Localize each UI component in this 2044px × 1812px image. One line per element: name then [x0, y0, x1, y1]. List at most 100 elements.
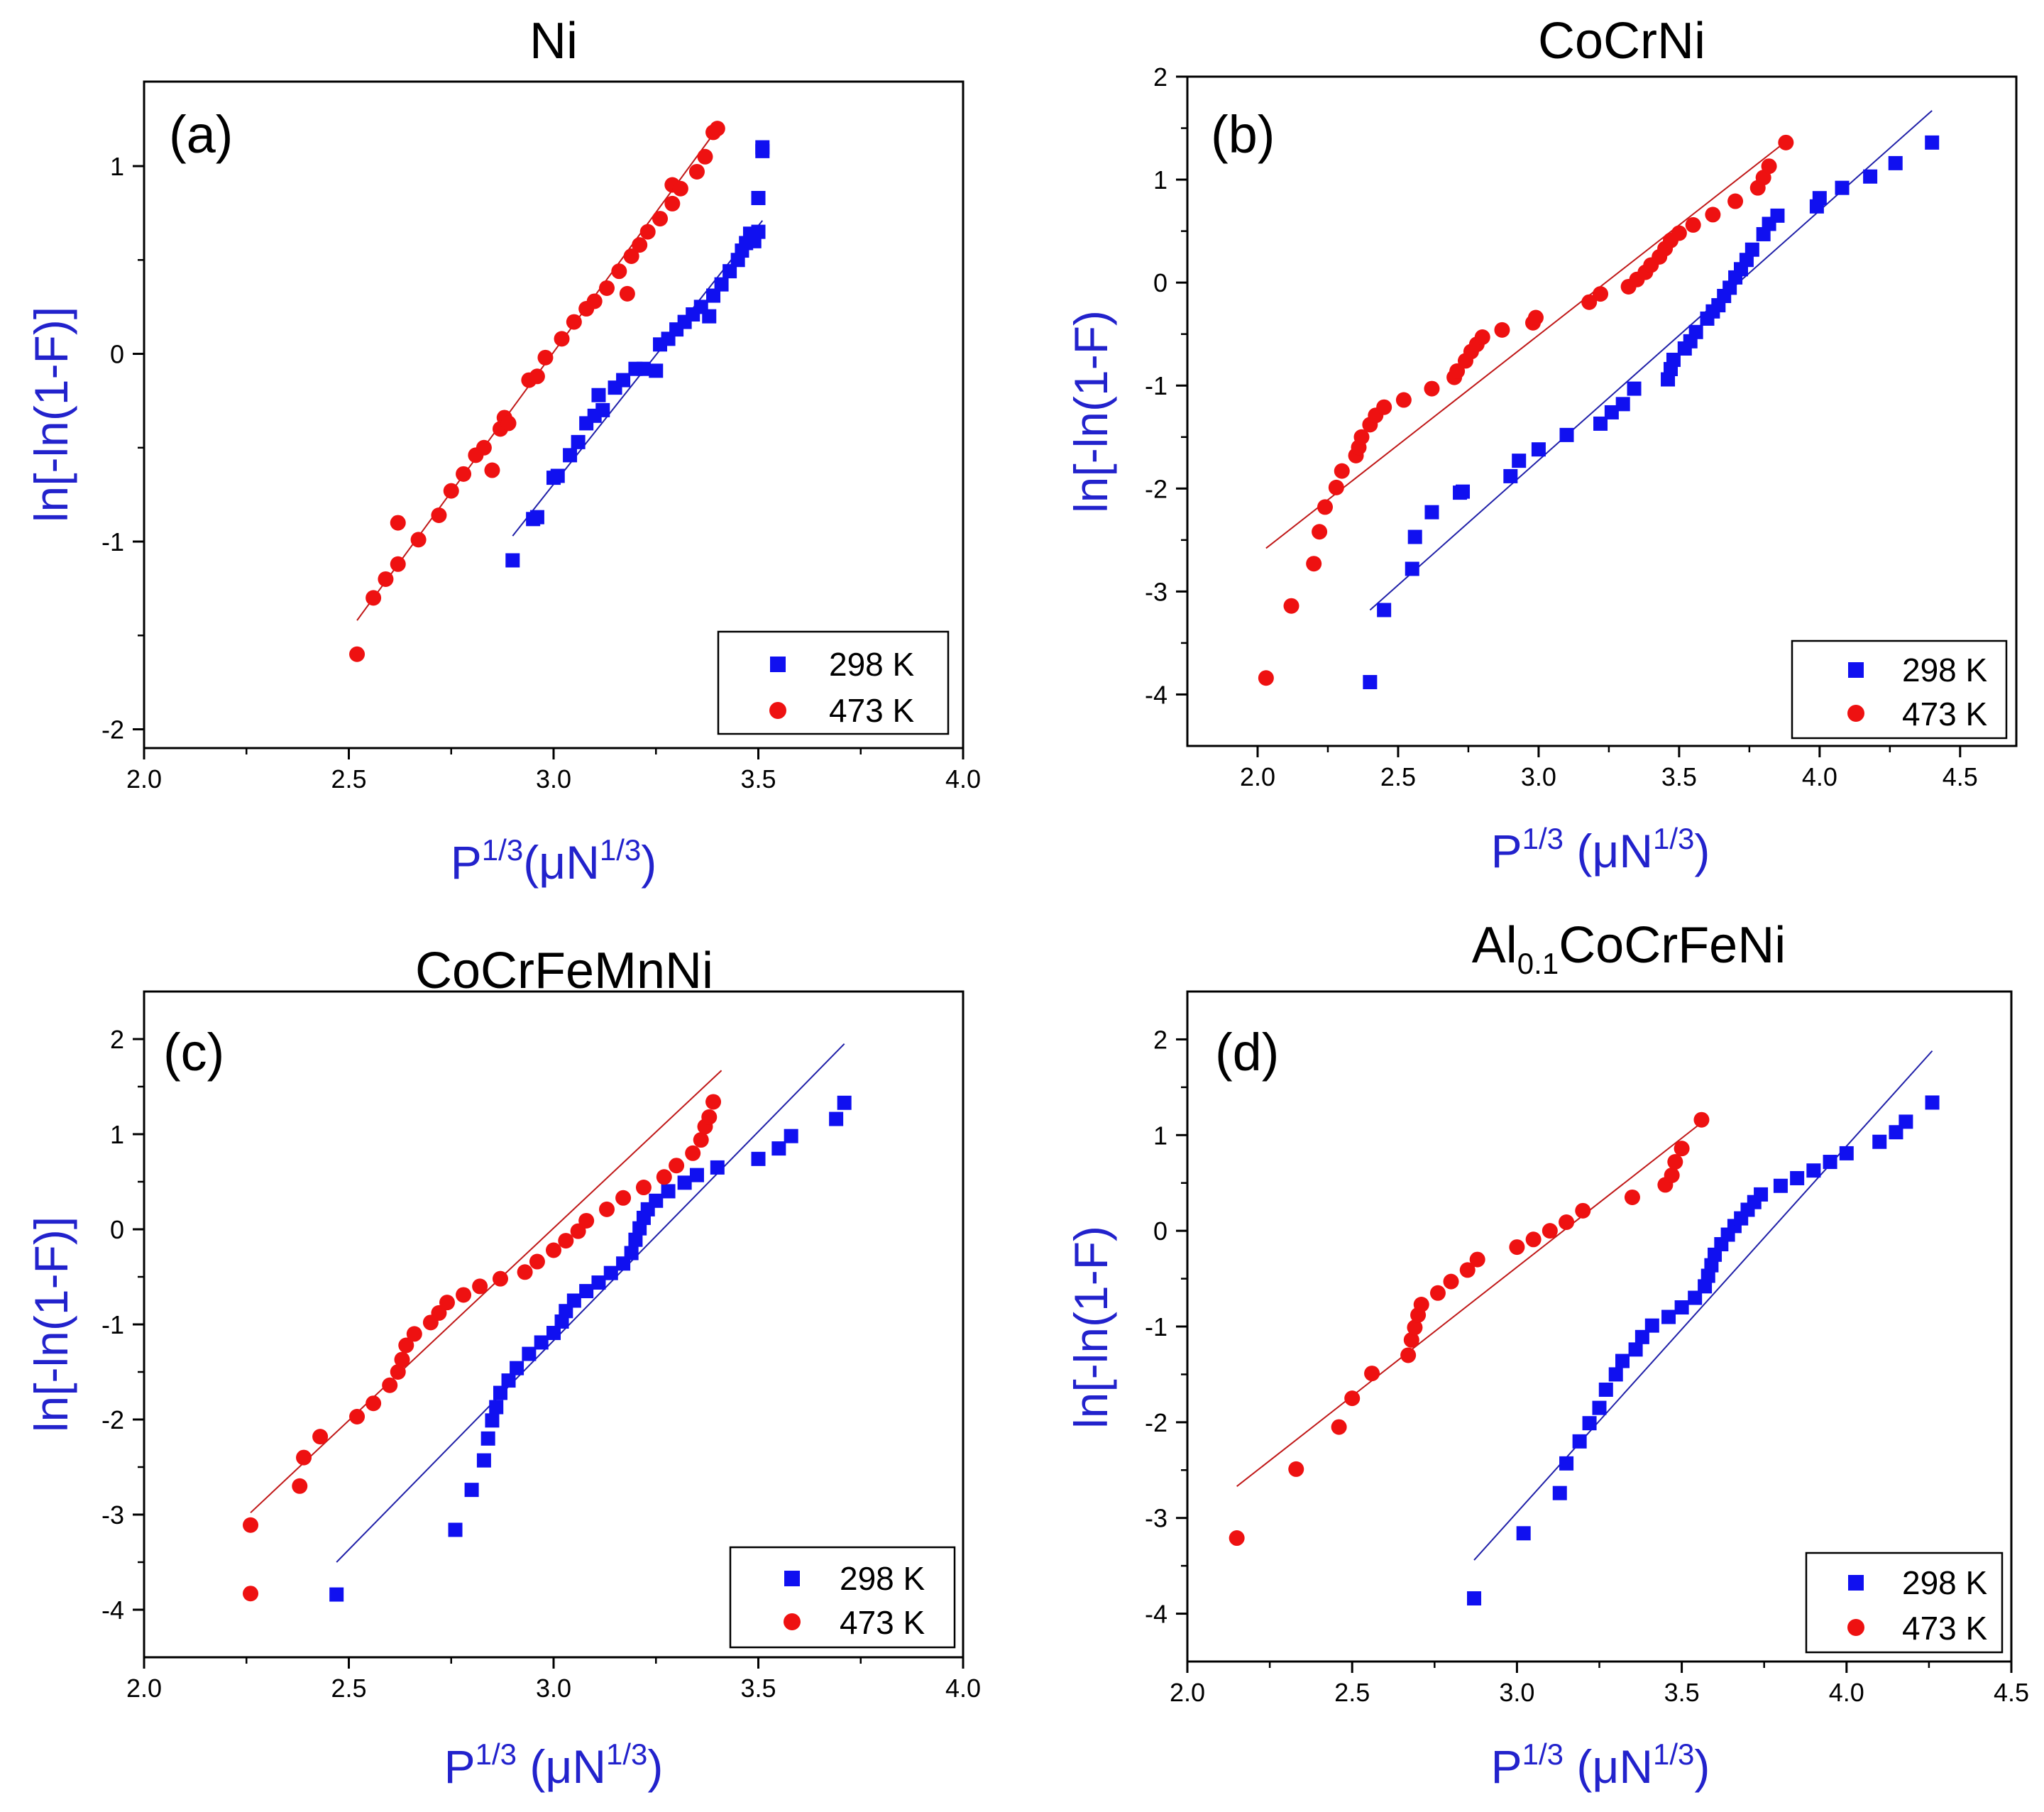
point-298k [1559, 1456, 1574, 1471]
point-298k [616, 373, 631, 388]
point-473k [349, 1408, 366, 1424]
point-473k [619, 285, 635, 302]
title-main: Al [1472, 917, 1517, 974]
point-473k [1474, 329, 1490, 346]
point-298k [1863, 169, 1878, 184]
legend-label-298: 298 K [1902, 1564, 1988, 1601]
point-473k [546, 1242, 561, 1258]
point-298k [706, 288, 721, 303]
point-298k [628, 1232, 643, 1247]
x-axis-label: P1/3(μN1/3) [451, 833, 656, 889]
y-tick-label: 2 [1153, 62, 1167, 92]
y-tick-label: 1 [1153, 1121, 1167, 1150]
x-tick-label: 3.0 [1499, 1678, 1534, 1707]
point-298k [566, 1293, 581, 1308]
x-tick-label: 3.5 [1664, 1678, 1700, 1707]
point-298k [1754, 1187, 1769, 1202]
point-473k [456, 466, 472, 482]
point-473k [554, 331, 570, 347]
point-473k [1331, 1419, 1347, 1435]
legend-label-473: 473 K [829, 692, 915, 729]
point-473k [1667, 1154, 1683, 1170]
y-tick-label: -4 [1145, 1600, 1167, 1629]
point-298k [591, 388, 606, 402]
point-473k [623, 248, 639, 264]
point-298k [837, 1095, 852, 1110]
point-473k [1376, 399, 1392, 415]
x-tick-label: 2.0 [1240, 762, 1275, 791]
legend-label-298: 298 K [840, 1560, 925, 1597]
point-473k [366, 590, 382, 606]
panel-tag: (c) [163, 1023, 224, 1082]
point-298k [1572, 1434, 1587, 1449]
point-298k [1552, 1486, 1567, 1500]
y-tick-label: 1 [110, 152, 124, 181]
point-473k [1581, 294, 1598, 310]
y-tick-label: -1 [101, 527, 124, 556]
panel-d: Al0.1CoCrFeNi (d) 2.0 2.5 3.0 3.5 4.0 4.5 -4 -3… [1065, 917, 2029, 1793]
point-298k [522, 1346, 537, 1361]
chart-title: CoCrFeMnNi [415, 943, 713, 999]
legend-marker-298 [784, 1571, 800, 1586]
point-473k [1364, 1366, 1380, 1382]
point-298k [649, 363, 664, 378]
point-473k [1685, 216, 1701, 233]
title-rest: CoCrFeNi [1559, 917, 1786, 974]
point-298k [661, 1184, 676, 1199]
x-label-end: ) [647, 1740, 663, 1793]
point-473k [390, 556, 406, 572]
y-axis-label: ln[-ln(1-F) [1065, 1226, 1117, 1429]
point-298k [1888, 155, 1903, 170]
y-tick-label: -2 [1145, 1408, 1167, 1437]
point-473k [1593, 286, 1609, 302]
point-298k [1839, 1146, 1854, 1160]
point-473k [1664, 1167, 1680, 1183]
point-473k [1334, 463, 1350, 479]
point-473k [243, 1586, 259, 1602]
point-473k [1400, 1347, 1417, 1363]
y-axis-label: ln[-ln(1-F) [1065, 310, 1117, 513]
x-tick-label: 2.0 [1170, 1678, 1205, 1707]
point-473k [685, 1145, 701, 1161]
point-298k [829, 1111, 844, 1126]
point-298k [579, 1284, 594, 1299]
point-473k [476, 439, 492, 456]
plot-frame [1186, 75, 2018, 747]
x-tick-label: 2.5 [1380, 762, 1416, 791]
point-298k [714, 277, 729, 292]
x-axis-label: P1/3 (μN1/3) [1491, 822, 1710, 877]
point-473k [292, 1478, 308, 1494]
point-298k [595, 402, 610, 417]
y-tick-label: 1 [1153, 165, 1167, 194]
point-473k [431, 1305, 447, 1321]
point-473k [1424, 380, 1440, 397]
x-label-sup-2: 1/3 [1653, 822, 1694, 855]
fit-layer [1236, 1050, 1933, 1561]
point-298k [603, 1265, 618, 1280]
point-298k [751, 190, 766, 205]
point-298k [624, 1246, 639, 1261]
point-298k [1688, 1290, 1703, 1305]
point-473k [431, 507, 447, 524]
x-tick-label: 3.0 [536, 1674, 571, 1703]
legend-box [717, 630, 950, 735]
point-298k [1592, 1400, 1607, 1415]
tick-layer: 2.0 2.5 3.0 3.5 4.0 -2 -1 0 1 [101, 152, 981, 794]
y-tick-label: -1 [101, 1310, 124, 1339]
legend-marker-473 [1847, 1619, 1864, 1636]
point-473k [349, 646, 366, 662]
chart-title: Al0.1CoCrFeNi [1472, 917, 1786, 980]
point-473k [1671, 225, 1687, 241]
x-label-sup-1: 1/3 [1522, 1737, 1564, 1771]
legend-marker-473 [784, 1613, 801, 1630]
y-axis-label: ln[-ln(1-F)] [25, 307, 77, 522]
point-298k [1770, 208, 1785, 223]
point-473k [693, 1132, 709, 1148]
x-tick-label: 4.5 [1943, 762, 1978, 791]
point-473k [472, 1278, 488, 1295]
x-label-unit: (μN [523, 836, 600, 889]
point-298k [1744, 242, 1759, 257]
point-473k [1328, 479, 1344, 495]
point-298k [649, 1193, 664, 1208]
point-473k [1494, 322, 1510, 338]
